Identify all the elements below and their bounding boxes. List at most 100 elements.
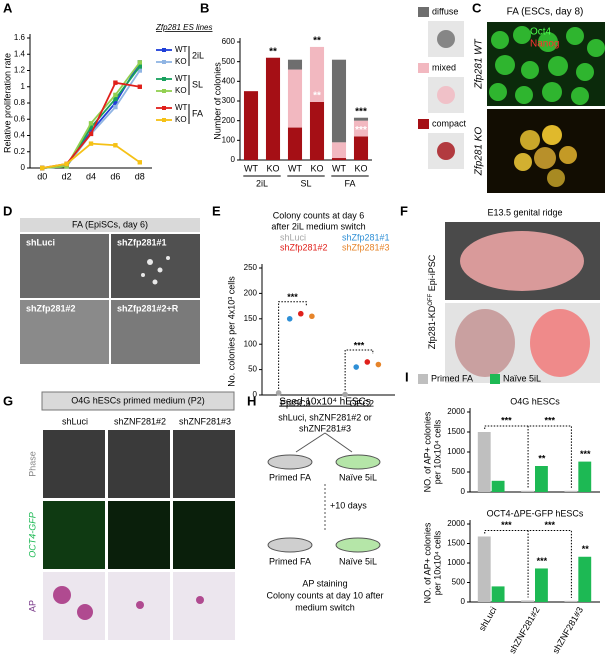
legend-label: KO [175,86,187,95]
y-tick-label: 2000 [447,519,465,528]
y-tick-label: 0 [461,487,466,496]
legend-label: KO [175,57,187,66]
legend-swatch [418,374,428,384]
bar [491,480,505,492]
point [113,104,118,110]
y-tick-label: 100 [244,339,258,348]
panel-label: F [400,203,408,218]
x-tick-label: KO [310,163,323,173]
y-axis-label: Relative proliferation rate [2,53,12,153]
y-tick-label: 250 [244,263,258,272]
annotation: *** [287,292,298,302]
image [43,572,105,640]
legend-label: Naïve 5iL [503,373,541,383]
point [88,131,94,137]
panel-h: Seed 10x10⁴ hESCs shLuci, shZNF281#2 or … [266,397,383,613]
bar [491,586,505,602]
legend-group: SL [192,79,203,89]
stain-label: Nanog [530,39,559,50]
footer-line: AP staining [302,578,347,588]
dot [275,390,282,396]
dish-label: Primed FA [269,472,311,482]
annotation: *** [544,415,555,425]
legend-swatch [162,118,166,122]
legend-swatch [162,89,166,93]
panel-label: E [212,203,221,218]
y-tick-label: 1500 [447,427,465,436]
bar [564,600,578,602]
annotation: ** [269,46,277,57]
panel-header: O4G hESCs primed medium (P2) [71,395,205,405]
bar [309,101,325,160]
image [173,430,235,498]
legend-swatch [162,60,166,64]
image-label: shZfp281#2+R [117,303,179,313]
x-tick-label: WT [288,163,302,173]
legend-label: shLuci [280,232,306,242]
y-tick-label: 2000 [447,407,465,416]
header-box [20,218,200,232]
footer-line: medium switch [295,602,355,612]
point [113,143,118,148]
y-tick-label: 1 [21,82,26,91]
x-tick-label: KO [354,163,367,173]
bracket [484,425,572,488]
annotation: *** [355,125,367,136]
legend-label: WT [175,45,188,54]
legend-label: compact [432,118,467,128]
annotation: ** [313,91,321,102]
annotation: ** [538,453,546,463]
point [64,161,69,167]
tissue [460,231,584,291]
group-label: FA [344,178,355,188]
y-axis-label: per 10x10⁴ cells [432,419,442,484]
group-label: SL [300,178,311,188]
bar [331,158,347,160]
y-tick-label: 0.4 [14,131,26,140]
point [137,64,142,69]
point [113,96,118,102]
text-line: shLuci, shZNF281#2 or [278,412,372,422]
bracket [344,349,374,391]
embryo [455,309,515,377]
image [20,234,109,298]
point [137,68,142,73]
header-box [41,391,235,411]
bar [243,91,259,160]
y-tick-label: 0.8 [14,98,26,107]
bar [521,490,534,492]
dish [335,454,381,470]
cells [514,125,577,187]
bar [578,556,592,602]
point [137,60,142,65]
legend-image-colony [437,30,455,48]
y-tick-label: 400 [222,76,236,85]
annotation: ** [313,36,321,47]
y-axis-label: No. colonies per 4x10³ cells [226,276,236,387]
bar [287,69,303,128]
dish-label: Naïve 5iL [339,556,377,566]
x-tick-label: shLuci [477,605,499,633]
bar [353,120,369,137]
image [173,501,235,569]
annotation: *** [580,449,591,459]
y-tick-label: 0.6 [14,114,26,123]
point [137,160,142,165]
panel-f: E13.5 genital ridge Zfp281-KDOFF Epi-iPS… [427,207,600,383]
legend-label: WT [175,74,188,83]
x-tick-label: OEC2 [349,398,374,408]
text-line: shZNF281#3 [299,423,351,433]
legend-swatch [418,7,429,17]
legend-image-colony [437,142,455,160]
y-tick-label: 1000 [447,558,465,567]
annotation: *** [354,340,365,350]
panel-title: FA (ESCs, day 8) [507,7,584,18]
chart-title: after 2iL medium switch [271,221,365,231]
bar [535,466,548,492]
y-tick-label: 0 [231,155,236,164]
dot [342,391,348,398]
row-label: OCT4-GFP [27,512,37,558]
dish [267,454,313,470]
point [88,125,94,130]
series-line [42,142,141,169]
